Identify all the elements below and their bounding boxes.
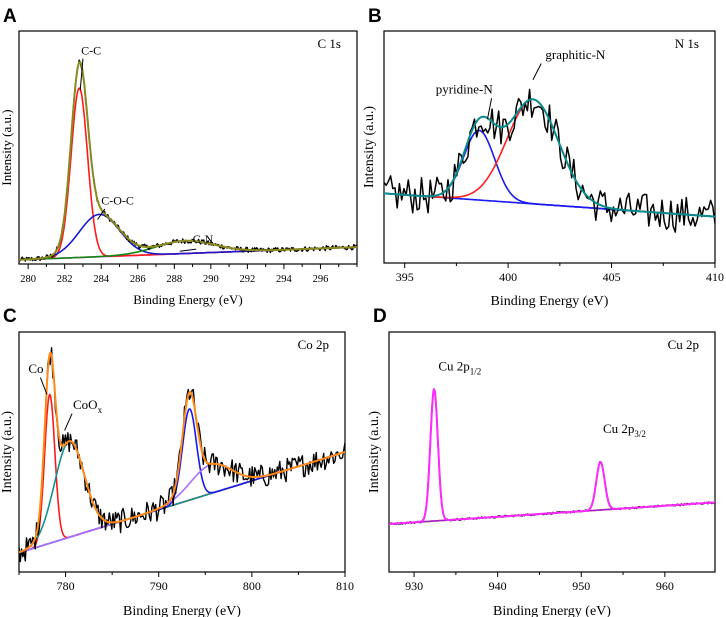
peak-c-c [19, 87, 357, 261]
x-axis-label: Binding Energy (eV) [491, 294, 609, 309]
x-tick-label: 282 [57, 274, 73, 285]
panel-label-b: B [368, 6, 382, 27]
peak-coox [19, 440, 345, 554]
x-tick-label: 930 [405, 579, 423, 593]
x-tick-label: 288 [166, 274, 182, 285]
x-tick-label: 405 [603, 270, 621, 284]
x-tick-label: 296 [313, 274, 329, 285]
curves-d [389, 388, 715, 526]
annotation-c-o-c: C-O-C [101, 194, 134, 208]
x-tick-label: 284 [93, 274, 110, 285]
panel-c: C 780 790 800 810 Binding Energy (eV) Intensit… [0, 306, 354, 617]
x-tick-label: 290 [203, 274, 219, 285]
peak-co [19, 393, 345, 554]
y-axis-label: Intensity (a.u.) [367, 411, 382, 493]
x-tick-label: 950 [572, 579, 590, 593]
curves-b [384, 88, 715, 233]
x-tick-label: 280 [20, 274, 36, 285]
annotation-graphitic-n: graphitic-N [545, 47, 606, 62]
annotation-pointer [532, 63, 542, 80]
x-tick-label: 292 [240, 274, 256, 285]
annotation-pointer [79, 58, 84, 91]
curves-c [19, 347, 345, 563]
annotation-pointer [97, 208, 106, 220]
panel-b: B 395 400 405 410 Binding Energy (eV) Intensit… [362, 6, 724, 309]
fit-envelope-curve [384, 98, 715, 218]
annotation-cu-2p: Cu 2p1/2 [438, 358, 481, 376]
panel-a: A 280 282 284 286 288 290 292 294 296 Binding Ener… [0, 6, 358, 307]
y-axis-label: Intensity (a.u.) [0, 109, 14, 185]
panel-title: C 1s [318, 36, 341, 51]
x-tick-label: 294 [276, 274, 293, 285]
raw-data-curve [384, 88, 715, 233]
panel-label-c: C [3, 306, 17, 327]
plot-frame [383, 30, 716, 264]
x-tick-label: 960 [656, 579, 674, 593]
x-axis-label: Binding Energy (eV) [123, 604, 241, 617]
x-tick-label: 790 [150, 579, 168, 593]
annotation-cu-2p: Cu 2p3/2 [603, 421, 646, 439]
x-axis-label: Binding Energy (eV) [493, 604, 611, 617]
panel-d: D 930 940 950 960 Binding Energy (eV) Intensit… [367, 306, 716, 617]
panel-label-a: A [3, 6, 17, 27]
peak-co-2p1-2 [19, 408, 345, 554]
x-axis-label: Binding Energy (eV) [133, 292, 243, 307]
x-tick-label: 780 [57, 579, 75, 593]
peak-pyridine-n [384, 129, 715, 218]
x-tick-label: 410 [706, 270, 724, 284]
annotation-c-n: C-N [193, 232, 214, 246]
x-tick-label: 400 [499, 270, 517, 284]
x-tick-label: 940 [489, 579, 507, 593]
plot-frame [18, 30, 358, 265]
fit-envelope-curve [389, 388, 715, 525]
y-axis-label: Intensity (a.u.) [0, 411, 15, 493]
plot-frame [388, 331, 716, 573]
annotation-c-c: C-C [81, 43, 101, 57]
annotation-pointer [64, 413, 73, 431]
peak-c-o-c [19, 213, 357, 261]
x-tick-label: 810 [336, 579, 354, 593]
y-axis-label: Intensity (a.u.) [362, 106, 377, 188]
fit-envelope-curve [19, 61, 357, 261]
panel-title: N 1s [675, 36, 699, 51]
x-tick-label: 395 [396, 270, 414, 284]
panel-title: Co 2p [298, 337, 329, 352]
annotation-pointer [39, 377, 48, 395]
curves-a [19, 59, 357, 262]
x-tick-label: 286 [130, 274, 146, 285]
fit-envelope-curve [19, 351, 345, 554]
annotation-pyridine-n: pyridine-N [436, 82, 494, 97]
annotation-co: Co [28, 361, 43, 376]
x-tick-label: 800 [243, 579, 261, 593]
panel-title: Cu 2p [668, 337, 699, 352]
annotation-coo: CoOx [73, 397, 103, 415]
panel-label-d: D [373, 306, 387, 327]
annotation-pointer [486, 98, 493, 120]
annotation-pointer [179, 248, 197, 252]
